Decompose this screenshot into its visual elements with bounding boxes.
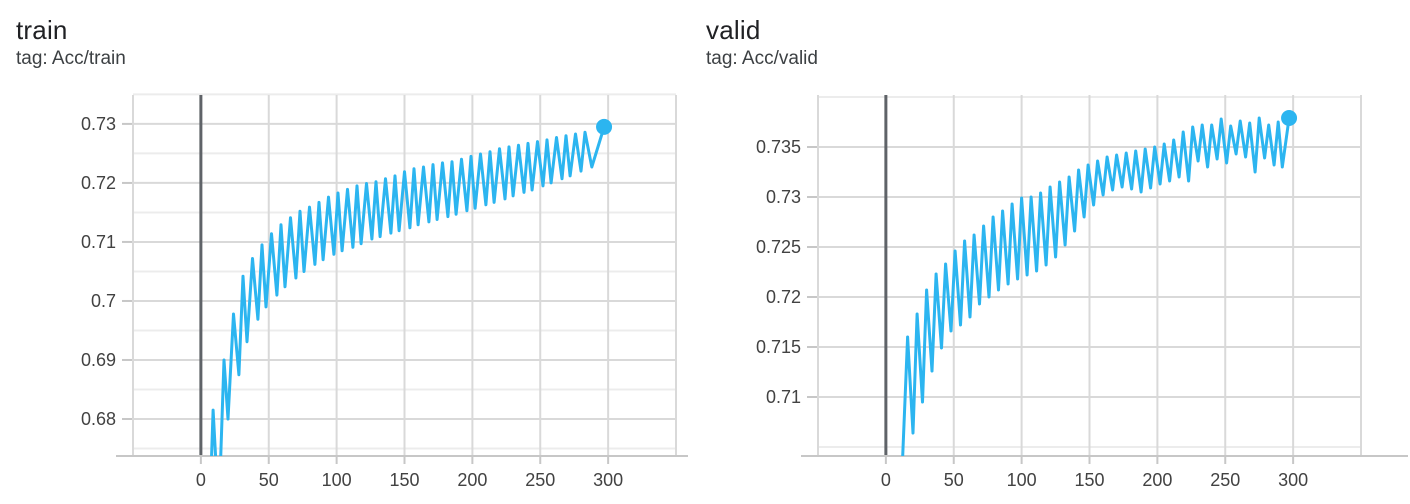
accuracy-series-line	[210, 125, 606, 456]
y-tick-label: 0.735	[756, 137, 801, 157]
x-tick-label: 200	[1142, 470, 1172, 490]
y-tick-label: 0.72	[766, 287, 801, 307]
y-tick-label: 0.715	[756, 337, 801, 357]
x-tick-label: 50	[259, 470, 279, 490]
x-tick-label: 0	[881, 470, 891, 490]
y-tick-label: 0.69	[81, 350, 116, 370]
x-tick-label: 150	[1074, 470, 1104, 490]
y-tick-label: 0.72	[81, 173, 116, 193]
y-tick-label: 0.71	[81, 232, 116, 252]
x-tick-label: 100	[1007, 470, 1037, 490]
x-tick-label: 250	[525, 470, 555, 490]
valid-accuracy-plot[interactable]: 0.71 0.715 0.72 0.725 0.73 0.735 0 50 100 150 200 2…	[690, 88, 1410, 504]
x-tick-label: 300	[593, 470, 623, 490]
x-tick-label: 300	[1278, 470, 1308, 490]
y-tick-label: 0.73	[766, 187, 801, 207]
accuracy-series-line	[901, 116, 1291, 456]
x-tick-label: 250	[1210, 470, 1240, 490]
chart-tag-train: tag: Acc/train	[16, 48, 126, 69]
chart-title-train: train	[16, 15, 68, 45]
chart-title-valid: valid	[706, 15, 761, 45]
train-accuracy-plot[interactable]: 0.68 0.69 0.7 0.71 0.72 0.73 0 50 100 150 200 250 30…	[0, 88, 690, 504]
x-tick-label: 0	[196, 470, 206, 490]
valid-chart-card: valid tag: Acc/valid 0.71 0.715 0.72 0.725 0…	[690, 0, 1410, 504]
y-tick-label: 0.71	[766, 387, 801, 407]
x-tick-label: 100	[322, 470, 352, 490]
y-tick-label: 0.73	[81, 114, 116, 134]
x-tick-label: 200	[457, 470, 487, 490]
y-tick-label: 0.68	[81, 409, 116, 429]
final-step-marker	[1281, 110, 1298, 126]
final-step-marker	[596, 118, 613, 135]
x-tick-label: 150	[389, 470, 419, 490]
y-tick-label: 0.7	[91, 291, 116, 311]
x-tick-label: 50	[944, 470, 964, 490]
train-chart-card: train tag: Acc/train 0.68 0.69 0.7 0.71 0.72…	[0, 0, 690, 504]
chart-tag-valid: tag: Acc/valid	[706, 48, 818, 69]
y-tick-label: 0.725	[756, 237, 801, 257]
